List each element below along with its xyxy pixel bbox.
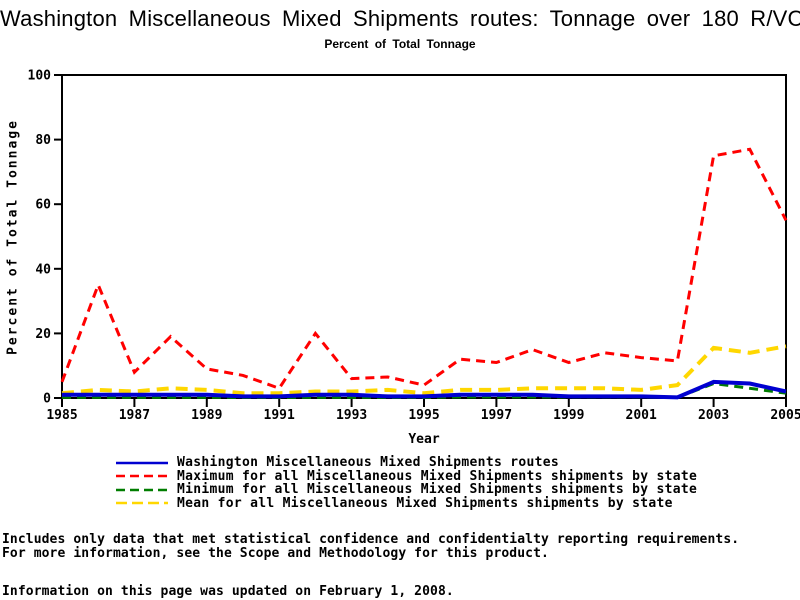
legend: Washington Miscellaneous Mixed Shipments…	[116, 455, 698, 511]
x-tick-label: 1989	[191, 408, 222, 423]
y-tick-label: 20	[35, 327, 51, 342]
legend-swatch-line	[116, 502, 168, 505]
footer-note-line2: For more information, see the Scope and …	[2, 545, 549, 561]
series-line-0	[62, 379, 787, 400]
x-tick-label: 1985	[46, 408, 77, 423]
x-tick-label: 1991	[264, 408, 295, 423]
legend-item-3: Mean for all Miscellaneous Mixed Shipmen…	[116, 495, 697, 511]
x-tick-label: 1995	[408, 408, 439, 423]
y-tick-label: 100	[28, 69, 52, 84]
x-tick-label: 1997	[481, 408, 512, 423]
x-tick-label: 2003	[698, 408, 729, 423]
legend-swatch-line	[116, 475, 168, 478]
series-line-3	[61, 344, 787, 396]
plot-frame	[61, 74, 787, 399]
y-tick-label: 60	[35, 198, 51, 213]
plot-area: 0 20 40 60 80 100 1985 1987 1989 1991 1993 1995 1997…	[28, 69, 800, 424]
y-tick-label: 0	[43, 392, 51, 407]
y-axis-title: Percent of Total Tonnage	[5, 119, 21, 355]
legend-item-1: Maximum for all Miscellaneous Mixed Ship…	[116, 468, 698, 484]
y-tick-label: 40	[35, 262, 51, 277]
x-axis-title: Year	[408, 432, 440, 447]
series-line-2	[62, 381, 787, 399]
x-tick-label: 2005	[770, 408, 800, 423]
legend-item-0: Washington Miscellaneous Mixed Shipments…	[116, 455, 697, 471]
chart-title: Washington Miscellaneous Mixed Shipments…	[0, 6, 800, 31]
legend-label: Minimum for all Miscellaneous Mixed Ship…	[177, 482, 698, 498]
footer-note-line1: Includes only data that met statistical …	[2, 532, 740, 547]
legend-swatch-line	[116, 461, 168, 464]
footer-note: Includes only data that met statistical …	[2, 533, 739, 560]
y-tick-label: 80	[35, 133, 51, 148]
legend-label: Mean for all Miscellaneous Mixed Shipmen…	[177, 495, 673, 511]
legend-label: Maximum for all Miscellaneous Mixed Ship…	[177, 468, 698, 484]
legend-item-2: Minimum for all Miscellaneous Mixed Ship…	[116, 482, 698, 498]
series-line-1	[60, 147, 788, 391]
x-tick-label: 1999	[553, 408, 584, 423]
footer-updated: Information on this page was updated on …	[2, 584, 454, 599]
x-tick-label: 2001	[626, 408, 657, 423]
legend-label: Washington Miscellaneous Mixed Shipments…	[177, 455, 559, 471]
chart-subtitle: Percent of Total Tonnage	[324, 37, 476, 51]
legend-swatch-line	[116, 488, 168, 491]
x-tick-label: 1993	[336, 408, 367, 423]
x-tick-label: 1987	[119, 408, 150, 423]
